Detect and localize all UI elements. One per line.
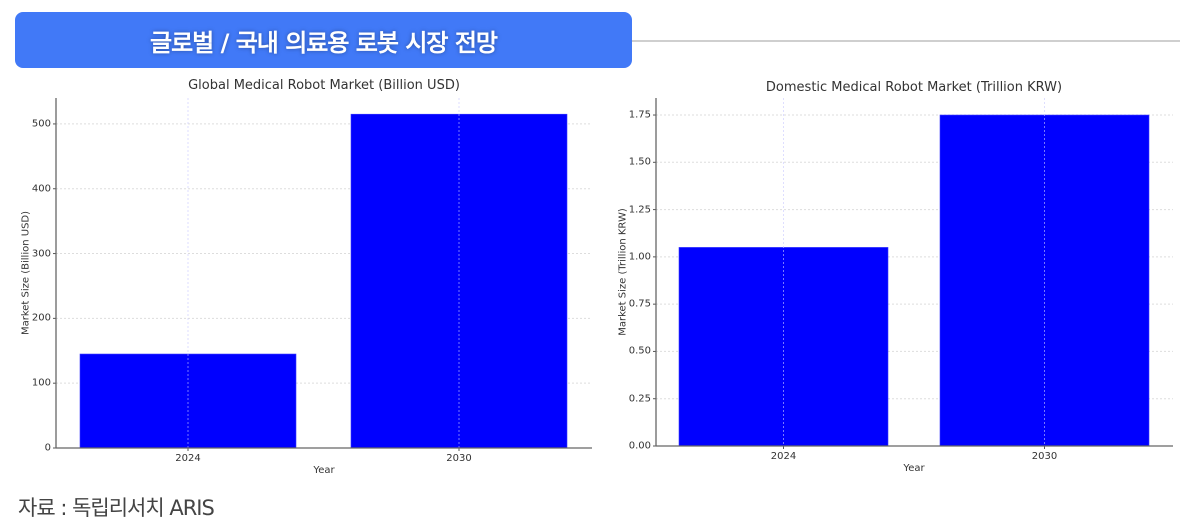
y-tick-label: 1.50	[628, 156, 651, 168]
y-tick-label: 300	[31, 248, 51, 260]
y-tick-label: 0.00	[628, 440, 651, 452]
title-banner: 글로벌 / 국내 의료용 로봇 시장 전망	[15, 12, 632, 68]
domestic-market-chart: Domestic Medical Robot Market (Trillion …	[617, 80, 1173, 474]
y-tick-label: 0.75	[628, 298, 651, 310]
y-tick-label: 200	[31, 312, 51, 324]
y-tick-label: 100	[31, 377, 51, 389]
x-tick-label: 2024	[770, 451, 797, 462]
global-chart-plot	[53, 98, 592, 451]
source-note: 자료 : 독립리서치 ARIS	[18, 496, 215, 520]
y-tick-label: 0.25	[628, 393, 651, 405]
domestic-chart-title: Domestic Medical Robot Market (Trillion …	[765, 80, 1063, 95]
global-chart-xlabel: Year	[313, 465, 335, 476]
global-chart-title: Global Medical Robot Market (Billion USD…	[188, 78, 460, 93]
y-tick-label: 0.50	[628, 345, 651, 357]
x-tick-label: 2030	[446, 453, 472, 464]
bar-2030	[939, 114, 1150, 447]
domestic-chart-xlabel: Year	[903, 463, 925, 474]
y-tick-label: 0	[44, 442, 51, 454]
title-divider	[632, 40, 1180, 42]
y-tick-label: 500	[31, 118, 51, 130]
x-tick-label: 2030	[1031, 451, 1058, 462]
x-tick-label: 2024	[175, 453, 201, 464]
page-title: 글로벌 / 국내 의료용 로봇 시장 전망	[149, 28, 498, 57]
y-tick-label: 400	[31, 183, 51, 195]
y-tick-label: 1.75	[628, 109, 651, 121]
y-tick-label: 1.25	[628, 204, 651, 216]
global-market-chart: Global Medical Robot Market (Billion USD…	[0, 0, 600, 490]
bar-2024	[79, 353, 297, 449]
domestic-chart-plot	[653, 98, 1173, 449]
domestic-chart-ylabel: Market Size (Trillion KRW)	[617, 208, 629, 336]
y-tick-label: 1.00	[628, 251, 651, 263]
